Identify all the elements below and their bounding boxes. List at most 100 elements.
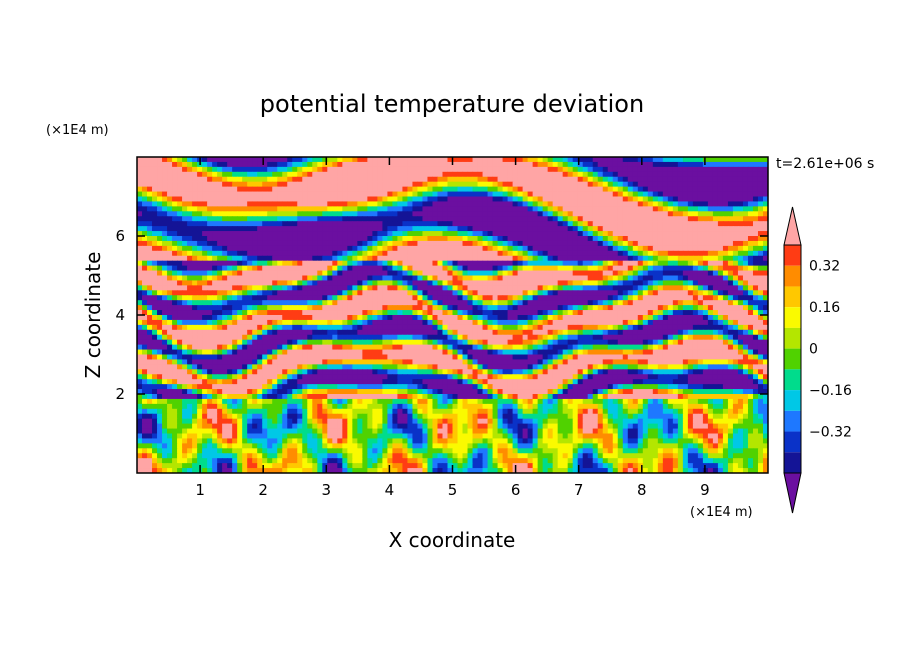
field-cell xyxy=(657,157,664,163)
field-cell xyxy=(177,186,183,193)
field-cell xyxy=(747,295,754,301)
field-cell xyxy=(562,226,569,232)
field-cell xyxy=(387,295,394,301)
field-cell xyxy=(377,260,383,267)
field-cell xyxy=(427,270,434,277)
field-cell xyxy=(262,221,268,227)
field-cell xyxy=(712,211,719,217)
field-cell xyxy=(137,216,143,222)
field-cell xyxy=(292,344,298,351)
field-cell xyxy=(577,211,584,217)
field-cell xyxy=(732,181,739,188)
field-cell xyxy=(282,300,288,306)
field-cell xyxy=(362,280,368,286)
field-cell xyxy=(162,265,168,272)
field-cell xyxy=(552,226,559,232)
field-cell xyxy=(682,300,689,306)
field-cell xyxy=(247,315,253,321)
field-cell xyxy=(142,329,148,336)
field-cell xyxy=(537,300,544,306)
field-cell xyxy=(462,295,469,301)
field-cell xyxy=(382,285,388,291)
field-cell xyxy=(552,236,559,242)
field-cell xyxy=(397,176,404,183)
field-cell xyxy=(282,295,288,301)
field-cell xyxy=(382,231,388,237)
field-cell xyxy=(637,310,644,316)
field-cell xyxy=(277,240,283,247)
field-cell xyxy=(337,310,343,316)
field-cell xyxy=(422,349,429,356)
field-cell xyxy=(257,245,263,252)
field-cell xyxy=(182,157,188,163)
field-cell xyxy=(527,275,534,282)
field-cell xyxy=(217,260,223,267)
field-cell xyxy=(147,161,153,168)
field-cell xyxy=(292,319,298,326)
field-cell xyxy=(727,295,734,301)
field-cell xyxy=(587,240,594,247)
field-cell xyxy=(742,300,749,306)
field-cell xyxy=(497,245,504,252)
field-cell xyxy=(542,226,549,232)
field-cell xyxy=(562,250,569,257)
field-cell xyxy=(497,319,504,326)
field-cell xyxy=(217,176,223,183)
field-cell xyxy=(657,319,664,326)
field-cell xyxy=(652,300,659,306)
field-cell xyxy=(587,255,594,262)
field-cell xyxy=(367,206,373,212)
field-cell xyxy=(612,324,619,331)
field-cell xyxy=(237,334,243,341)
field-cell xyxy=(232,300,238,306)
field-cell xyxy=(362,186,368,193)
field-cell xyxy=(327,166,333,173)
field-cell xyxy=(652,240,659,247)
field-cell xyxy=(637,280,644,286)
field-cell xyxy=(417,324,424,331)
field-cell xyxy=(322,334,328,341)
field-cell xyxy=(207,186,213,193)
field-cell xyxy=(477,300,484,306)
field-cell xyxy=(367,157,373,163)
field-cell xyxy=(337,236,343,242)
field-cell xyxy=(212,265,218,272)
field-cell xyxy=(387,265,394,272)
field-cell xyxy=(427,171,434,178)
field-cell xyxy=(487,236,494,242)
field-cell xyxy=(272,221,278,227)
field-cell xyxy=(227,186,233,193)
field-cell xyxy=(757,206,764,212)
field-cell xyxy=(412,329,419,336)
field-cell xyxy=(312,206,318,212)
field-cell xyxy=(427,181,434,188)
field-cell xyxy=(707,329,714,336)
field-cell xyxy=(462,181,469,188)
field-cell xyxy=(637,270,644,277)
field-cell xyxy=(347,344,353,351)
field-cell xyxy=(722,290,729,296)
field-cell xyxy=(447,255,454,262)
field-cell xyxy=(602,216,609,222)
field-cell xyxy=(742,186,749,193)
field-cell xyxy=(197,240,203,247)
field-cell xyxy=(747,265,754,272)
field-cell xyxy=(627,310,634,316)
field-cell xyxy=(182,191,188,198)
field-cell xyxy=(352,171,358,178)
field-cell xyxy=(327,221,333,227)
field-cell xyxy=(722,334,729,341)
field-cell xyxy=(517,280,524,286)
field-cell xyxy=(592,231,599,237)
field-cell xyxy=(192,171,198,178)
field-cell xyxy=(562,310,569,316)
field-cell xyxy=(607,300,614,306)
field-cell xyxy=(352,285,358,291)
field-cell xyxy=(307,255,313,262)
field-cell xyxy=(537,216,544,222)
field-cell xyxy=(322,166,328,173)
field-cell xyxy=(207,181,213,188)
field-cell xyxy=(317,245,323,252)
field-cell xyxy=(437,319,444,326)
field-cell xyxy=(752,221,759,227)
